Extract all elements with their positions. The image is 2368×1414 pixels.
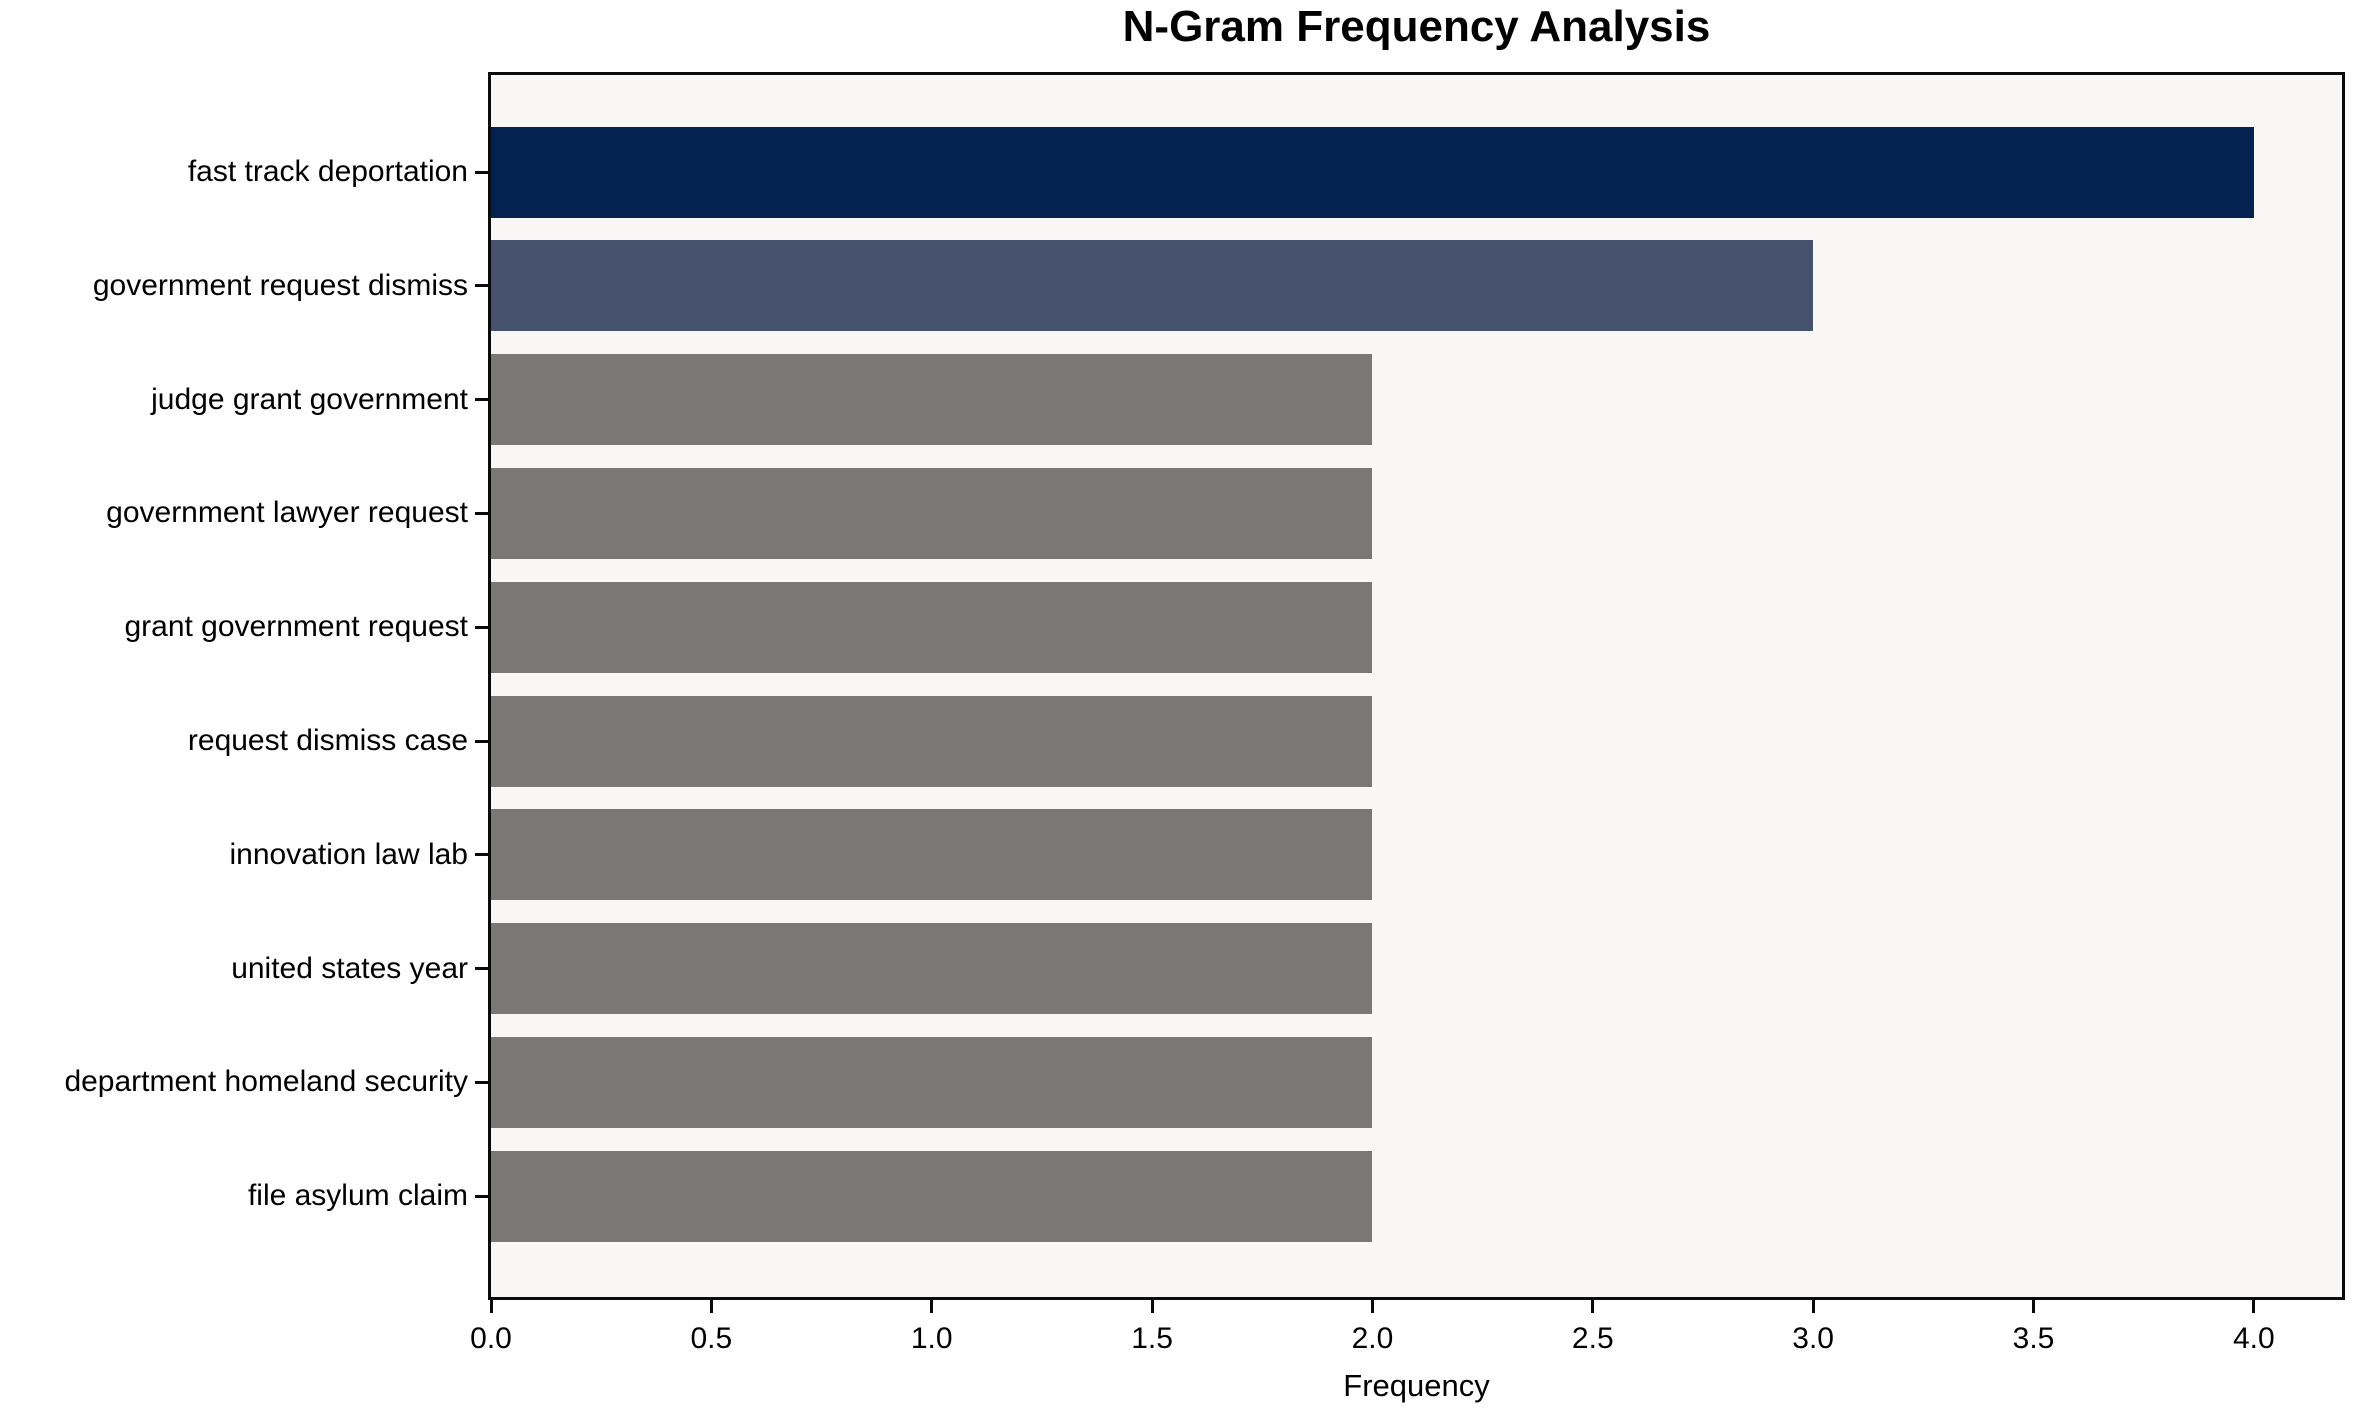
- bars-layer: [491, 75, 2342, 1297]
- y-tick-label: department homeland security: [64, 1065, 468, 1099]
- x-axis-label: Frequency: [1343, 1368, 1490, 1403]
- y-tick-label: united states year: [231, 951, 468, 985]
- x-tick-label: 4.0: [2232, 1322, 2275, 1355]
- x-tick-label: 2.0: [1351, 1322, 1394, 1355]
- x-tick-mark: [2252, 1300, 2256, 1313]
- x-tick-mark: [1591, 1300, 1595, 1313]
- x-tick-label: 2.5: [1571, 1322, 1614, 1355]
- x-tick-mark: [2032, 1300, 2035, 1313]
- y-tick-label: request dismiss case: [187, 724, 468, 757]
- y-tick-mark: [475, 511, 488, 515]
- y-tick-label: fast track deportation: [187, 155, 468, 188]
- x-tick-label: 1.5: [1131, 1322, 1173, 1355]
- bar: [491, 240, 1814, 332]
- bar: [491, 1150, 1373, 1242]
- y-tick-label: judge grant government: [151, 382, 468, 416]
- bar: [491, 467, 1373, 559]
- x-tick-mark: [930, 1300, 934, 1313]
- bar: [491, 1036, 1373, 1128]
- y-tick-mark: [475, 625, 488, 629]
- x-tick-mark: [1811, 1300, 1815, 1313]
- y-tick-mark: [475, 170, 488, 174]
- bar: [491, 923, 1373, 1015]
- y-tick-mark: [475, 739, 488, 743]
- y-tick-mark: [475, 398, 488, 402]
- y-axis-labels: fast track deportation government request…: [0, 75, 468, 1297]
- bar: [491, 581, 1373, 673]
- y-tick-mark: [475, 284, 488, 288]
- axes: [488, 72, 2345, 1300]
- bar: [491, 695, 1373, 787]
- y-tick-label: innovation law lab: [229, 837, 469, 871]
- y-tick-label: grant government request: [124, 610, 468, 644]
- x-tick-mark: [489, 1300, 493, 1313]
- bar: [491, 126, 2254, 218]
- y-tick-mark: [475, 853, 488, 857]
- y-tick-label: file asylum claim: [247, 1179, 468, 1213]
- x-tick-label: 3.0: [1792, 1322, 1834, 1355]
- x-tick-label: 1.0: [910, 1322, 953, 1355]
- x-tick-label: 3.5: [2012, 1322, 2055, 1355]
- y-tick-mark: [475, 967, 488, 971]
- y-tick-mark: [475, 1194, 488, 1198]
- y-tick-label: government request dismiss: [92, 268, 468, 302]
- x-tick-label: 0.5: [690, 1322, 733, 1355]
- x-tick-mark: [1150, 1300, 1154, 1313]
- y-tick-label: government lawyer request: [106, 496, 468, 530]
- y-tick-mark: [475, 1080, 488, 1084]
- x-tick-label: 0.0: [470, 1322, 512, 1355]
- x-tick-mark: [1370, 1300, 1374, 1313]
- x-tick-mark: [709, 1300, 713, 1313]
- bar: [491, 809, 1373, 901]
- bar: [491, 354, 1373, 446]
- chart-title: N-Gram Frequency Analysis: [1122, 2, 1711, 51]
